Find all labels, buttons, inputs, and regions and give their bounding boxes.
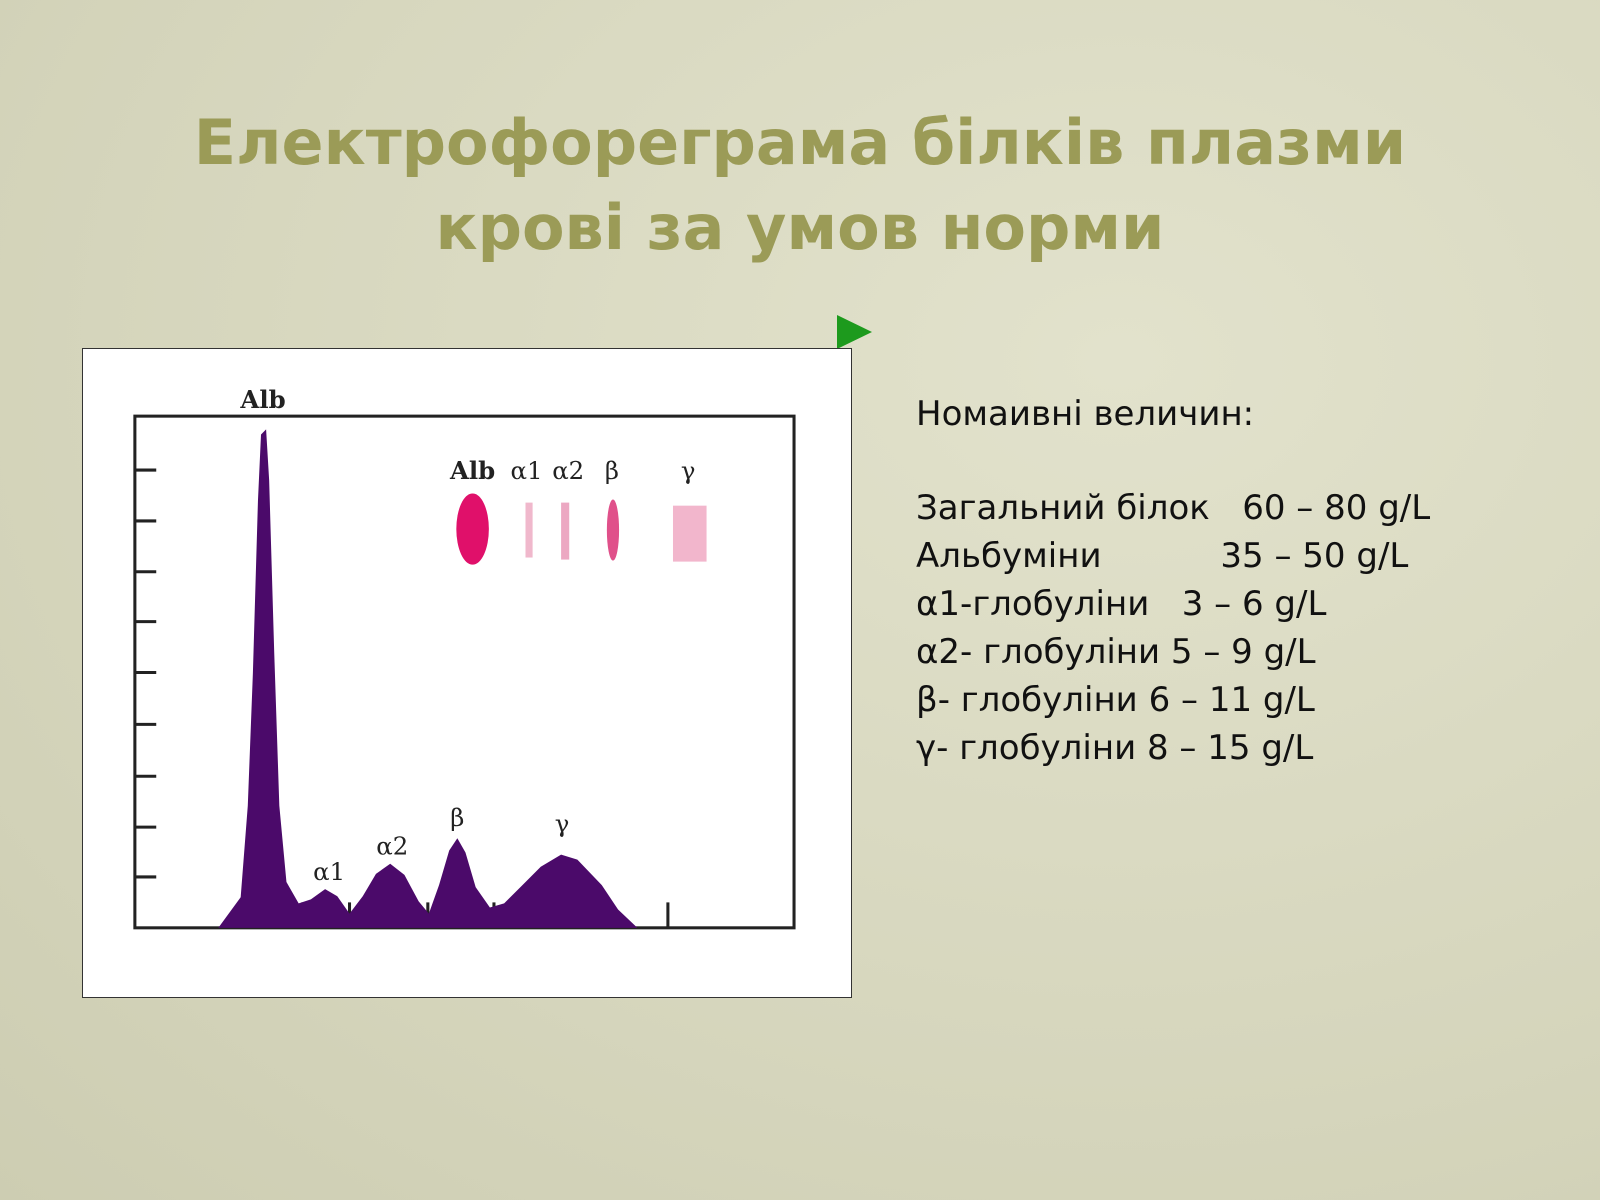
norm-row: Загальний білок 60 – 80 g/L: [916, 488, 1431, 528]
peak-label: β: [450, 803, 464, 832]
gel-band: [672, 505, 707, 562]
norm-row: β- глобуліни 6 – 11 g/L: [916, 680, 1315, 720]
gel-band: [561, 502, 570, 560]
peak-label: α1: [313, 857, 345, 886]
gel-label: γ: [681, 456, 696, 485]
norms-heading: Номаивні величин:: [916, 394, 1255, 434]
density-curve: [218, 429, 638, 928]
gel-label: Alb: [449, 456, 495, 485]
title-line: крові за умов норми: [435, 191, 1165, 264]
norm-row: γ- глобуліни 8 – 15 g/L: [916, 728, 1314, 768]
gel-band: [525, 502, 533, 558]
norms: Номаивні величин: Загальний білок 60 – 8…: [916, 390, 1430, 772]
spacer: [916, 438, 1430, 484]
electrophoregram: Alb α1 α2 β γ Alb α1 α2 β γ: [82, 348, 852, 998]
peak-label: α2: [376, 832, 408, 861]
gel-label: α2: [552, 456, 584, 485]
gel-label: α1: [510, 456, 542, 485]
gel-label: β: [605, 456, 619, 485]
title-line: Електрофореграма білків плазми: [193, 106, 1407, 179]
gel-band: [606, 499, 620, 561]
play-arrow: [837, 315, 872, 349]
peak-label: Alb: [239, 385, 285, 414]
gel-band: [456, 493, 489, 565]
arrow-shape: [837, 315, 872, 349]
norm-row: α2- глобуліни 5 – 9 g/L: [916, 632, 1316, 672]
norm-row: Альбуміни 35 – 50 g/L: [916, 536, 1409, 576]
peak-label: γ: [555, 809, 570, 838]
norm-row: α1-глобуліни 3 – 6 g/L: [916, 584, 1327, 624]
